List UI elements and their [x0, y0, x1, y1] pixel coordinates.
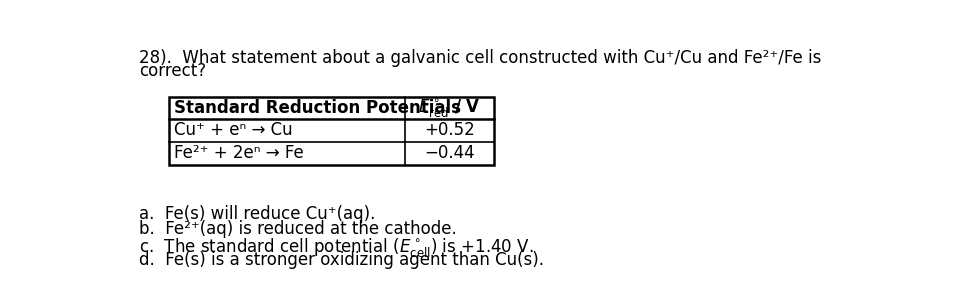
Text: c.  The standard cell potential ($\mathit{E}^\circ_{\rm cell}$) is +1.40 V.: c. The standard cell potential ($\mathit…: [139, 236, 533, 259]
Text: $\mathit{E}^\circ_{\rm red}$ / V: $\mathit{E}^\circ_{\rm red}$ / V: [418, 97, 481, 119]
Text: d.  Fe(s) is a stronger oxidizing agent than Cu(s).: d. Fe(s) is a stronger oxidizing agent t…: [139, 251, 544, 269]
Text: Standard Reduction Potentials: Standard Reduction Potentials: [174, 99, 461, 117]
Text: −0.44: −0.44: [424, 144, 475, 162]
Text: a.  Fe(s) will reduce Cu⁺(aq).: a. Fe(s) will reduce Cu⁺(aq).: [139, 205, 375, 223]
Text: 28).  What statement about a galvanic cell constructed with Cu⁺/Cu and Fe²⁺/Fe i: 28). What statement about a galvanic cel…: [139, 48, 821, 67]
Text: +0.52: +0.52: [424, 121, 475, 139]
Text: b.  Fe²⁺(aq) is reduced at the cathode.: b. Fe²⁺(aq) is reduced at the cathode.: [139, 220, 456, 238]
Text: correct?: correct?: [139, 62, 206, 80]
Bar: [169, 97, 493, 165]
Text: Cu⁺ + eⁿ → Cu: Cu⁺ + eⁿ → Cu: [174, 121, 292, 139]
Text: Fe²⁺ + 2eⁿ → Fe: Fe²⁺ + 2eⁿ → Fe: [174, 144, 304, 162]
